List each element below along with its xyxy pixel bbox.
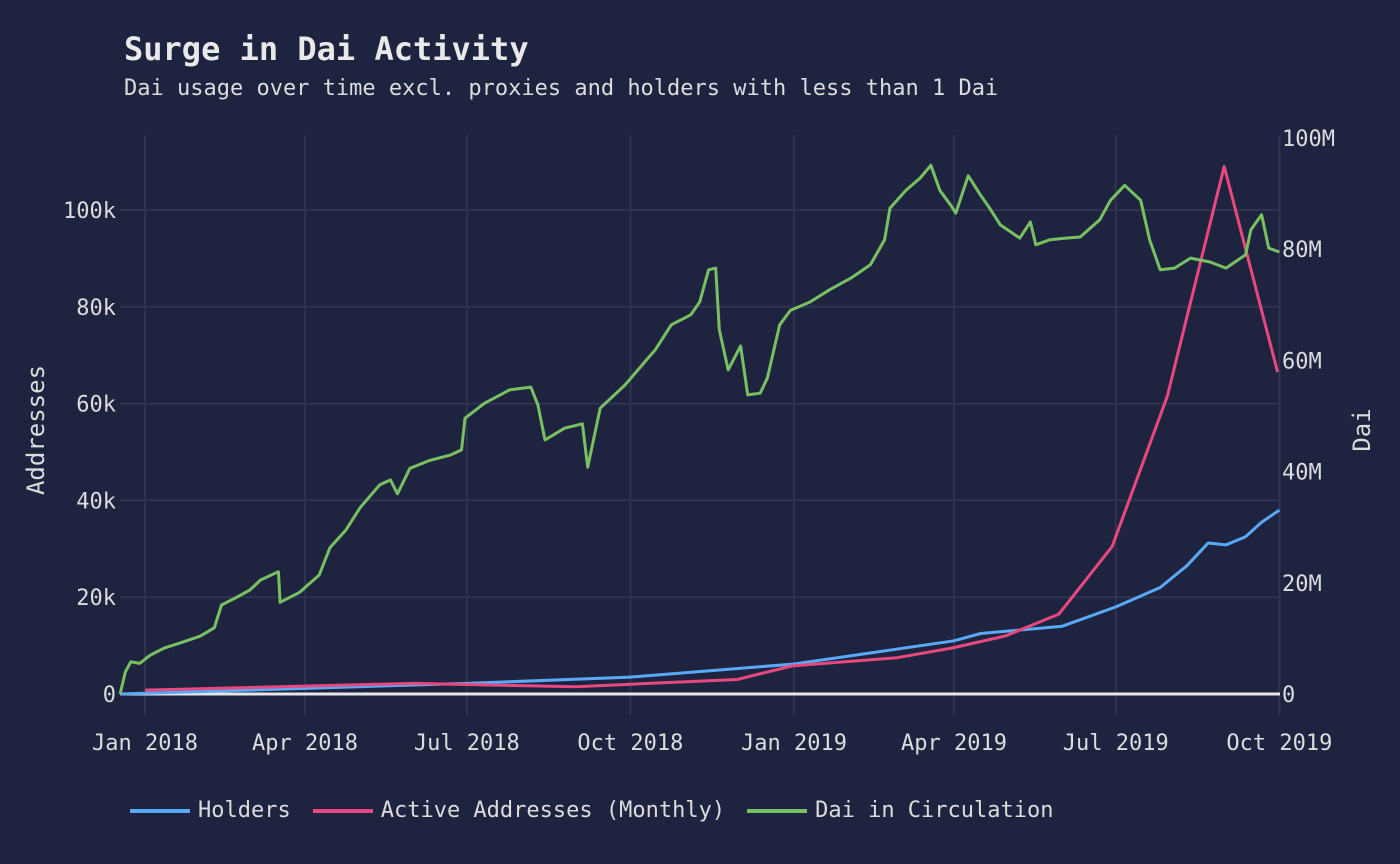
y-axis-ticks: 0 20k 40k 60k 80k 100k <box>63 199 116 708</box>
legend-label: Active Addresses (Monthly) <box>380 798 726 823</box>
legend-label: Holders <box>198 798 291 823</box>
legend: Holders Active Addresses (Monthly) Dai in … <box>130 798 1076 823</box>
x-tick-label: Apr 2018 <box>252 731 358 756</box>
x-tick-label: Oct 2018 <box>577 731 683 756</box>
y2-tick-label: 60M <box>1282 349 1322 374</box>
x-tick-label: Jan 2018 <box>92 731 198 756</box>
x-tick-label: Apr 2019 <box>901 731 1007 756</box>
legend-swatch <box>312 808 373 813</box>
y2-tick-label: 0 <box>1282 683 1295 708</box>
y-tick-label: 80k <box>76 296 116 321</box>
y2-axis-ticks: 0 20M 40M 60M 80M 100M <box>1282 127 1335 708</box>
y2-tick-label: 100M <box>1282 127 1335 152</box>
series-line-active-addresses-monthly <box>144 164 1280 692</box>
x-tick-label: Jan 2019 <box>741 731 847 756</box>
y-axis-label: Addresses <box>22 365 50 495</box>
y-tick-label: 100k <box>63 199 116 224</box>
chart-subtitle: Dai usage over time excl. proxies and ho… <box>124 76 999 101</box>
y-tick-label: 0 <box>103 683 116 708</box>
y2-tick-label: 80M <box>1282 238 1322 263</box>
y2-tick-label: 20M <box>1282 572 1322 597</box>
y-tick-label: 40k <box>76 489 116 514</box>
y-tick-label: 20k <box>76 586 116 611</box>
y2-axis-label: Dai <box>1348 408 1376 451</box>
legend-item[interactable]: Dai in Circulation <box>747 798 1054 823</box>
x-tick-label: Jul 2019 <box>1063 731 1169 756</box>
legend-label: Dai in Circulation <box>815 798 1054 823</box>
y2-tick-label: 40M <box>1282 461 1322 486</box>
x-axis-ticks: Jan 2018 Apr 2018 Jul 2018 Oct 2018 Jan 2019… <box>92 731 1332 756</box>
gridlines <box>120 135 1281 715</box>
legend-item[interactable]: Holders <box>130 798 291 823</box>
x-tick-label: Oct 2019 <box>1226 731 1332 756</box>
series-lines <box>118 163 1281 696</box>
legend-swatch <box>747 808 808 813</box>
series-line-holders <box>120 508 1281 696</box>
legend-item[interactable]: Active Addresses (Monthly) <box>312 798 726 823</box>
series-line-dai-in-circulation <box>118 163 1280 695</box>
x-tick-label: Jul 2018 <box>414 731 520 756</box>
legend-swatch <box>130 808 190 813</box>
y-tick-label: 60k <box>76 393 116 418</box>
chart-title: Surge in Dai Activity <box>124 30 529 68</box>
